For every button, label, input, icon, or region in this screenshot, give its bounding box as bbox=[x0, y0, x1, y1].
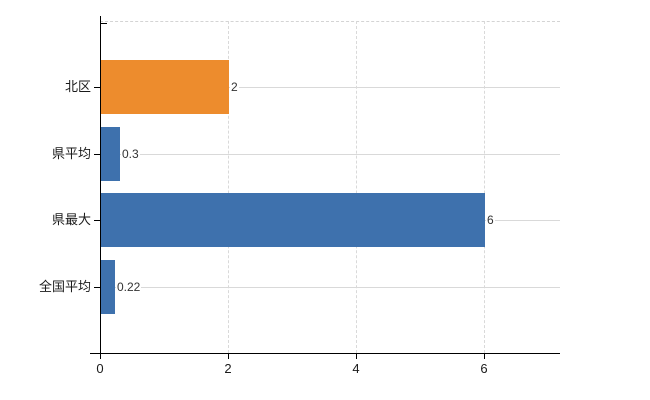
x-tick bbox=[228, 354, 229, 359]
vertical-gridline bbox=[228, 21, 229, 353]
vertical-gridline bbox=[484, 21, 485, 353]
x-tick-label: 0 bbox=[96, 361, 104, 376]
bar bbox=[101, 193, 485, 247]
x-tick bbox=[484, 354, 485, 359]
value-label: 0.22 bbox=[116, 280, 142, 294]
category-label: 北区 bbox=[64, 79, 91, 94]
x-tick-label: 4 bbox=[352, 361, 360, 376]
category-label: 県最大 bbox=[51, 212, 91, 227]
bar bbox=[101, 260, 115, 314]
x-tick bbox=[356, 354, 357, 359]
value-label: 6 bbox=[486, 213, 495, 227]
y-axis-line bbox=[100, 16, 101, 354]
value-label: 0.3 bbox=[121, 147, 140, 161]
category-label: 県平均 bbox=[51, 146, 91, 161]
x-tick bbox=[100, 354, 101, 359]
vertical-gridline bbox=[356, 21, 357, 353]
x-tick-label: 2 bbox=[224, 361, 232, 376]
bar bbox=[101, 127, 120, 181]
horizontal-gridline bbox=[100, 287, 560, 288]
bar bbox=[101, 60, 229, 114]
category-tick bbox=[94, 220, 100, 221]
horizontal-gridline bbox=[100, 154, 560, 155]
category-tick bbox=[94, 287, 100, 288]
x-tick-label: 6 bbox=[480, 361, 488, 376]
category-tick bbox=[94, 87, 100, 88]
plot-top-border bbox=[100, 21, 560, 22]
horizontal-gridline bbox=[100, 87, 560, 88]
category-label: 全国平均 bbox=[38, 279, 91, 294]
category-tick bbox=[94, 154, 100, 155]
value-label: 2 bbox=[230, 80, 239, 94]
y-axis-top-cap bbox=[100, 23, 107, 24]
x-axis-line bbox=[90, 353, 560, 354]
